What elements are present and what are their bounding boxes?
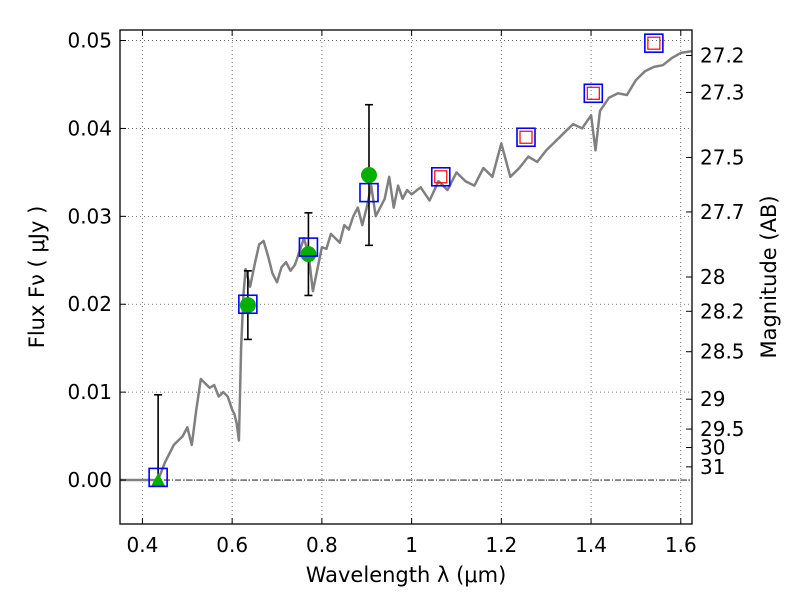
x-tick-label-6: 1.6 bbox=[665, 533, 697, 557]
observed-points-layer bbox=[151, 167, 377, 487]
y-tick-label-4: 0.04 bbox=[67, 116, 112, 140]
model-photometry-point-2 bbox=[298, 237, 319, 257]
y2-tick-label-9: 30 bbox=[700, 436, 725, 460]
x-axis-title: Wavelength λ (μm) bbox=[306, 563, 507, 587]
y2-tick-label-7: 29 bbox=[700, 387, 725, 411]
model-photometry-point-7 bbox=[644, 33, 664, 53]
observed-point-3 bbox=[360, 167, 377, 184]
y-tick-labels: 0.00 0.01 0.02 0.03 0.04 0.05 bbox=[67, 29, 112, 493]
y2-tick-label-0: 27.2 bbox=[700, 43, 745, 67]
model-photometry-point-3 bbox=[359, 182, 379, 203]
observed-point-1 bbox=[239, 297, 256, 314]
grid-lines bbox=[120, 30, 692, 524]
red-marker-point-2 bbox=[586, 86, 600, 100]
model-photometry-point-4 bbox=[430, 166, 451, 187]
error-bars-layer bbox=[154, 103, 373, 481]
model-spectrum-layer bbox=[120, 49, 693, 482]
y2-tick-label-3: 27.7 bbox=[700, 200, 745, 224]
x-tick-labels: 0.4 0.6 0.8 1 1.2 1.4 1.6 bbox=[127, 533, 697, 557]
y2-tick-label-8: 29.5 bbox=[700, 417, 745, 441]
y2-tick-label-5: 28.2 bbox=[700, 299, 745, 323]
red-marker-point-3 bbox=[647, 36, 661, 50]
tick-marks bbox=[120, 30, 692, 524]
model-spectrum-line bbox=[120, 49, 693, 482]
y-tick-label-0: 0.00 bbox=[67, 468, 112, 492]
y2-tick-label-6: 28.5 bbox=[700, 340, 745, 364]
red-marker-point-1 bbox=[519, 130, 533, 144]
model-photometry-layer bbox=[148, 33, 664, 488]
model-photometry-point-0 bbox=[148, 467, 168, 488]
observed-point-0 bbox=[151, 473, 166, 487]
y-tick-label-2: 0.02 bbox=[67, 292, 112, 316]
upper-limit-layer bbox=[434, 36, 661, 184]
model-photometry-point-6 bbox=[583, 83, 604, 104]
y2-tick-label-4: 28 bbox=[700, 265, 725, 289]
x-tick-label-1: 0.6 bbox=[216, 533, 248, 557]
y-tick-label-1: 0.01 bbox=[67, 380, 112, 404]
x-tick-label-4: 1.2 bbox=[485, 533, 517, 557]
plot-frame bbox=[119, 29, 693, 525]
y-tick-label-5: 0.05 bbox=[67, 29, 112, 53]
x-tick-label-3: 1 bbox=[405, 533, 418, 557]
model-photometry-point-1 bbox=[238, 294, 258, 315]
x-tick-label-0: 0.4 bbox=[127, 533, 159, 557]
red-marker-point-0 bbox=[434, 170, 448, 184]
y-tick-label-3: 0.03 bbox=[67, 204, 112, 228]
observed-point-2 bbox=[300, 246, 317, 263]
y2-tick-label-1: 27.3 bbox=[700, 80, 745, 104]
y2-axis-title: Magnitude (AB) bbox=[757, 195, 781, 358]
y2-tick-label-10: 31 bbox=[700, 455, 725, 479]
x-tick-label-2: 0.8 bbox=[306, 533, 338, 557]
y2-tick-label-2: 27.5 bbox=[700, 145, 745, 169]
y-axis-title: Flux Fν ( μJy ) bbox=[25, 206, 49, 349]
model-photometry-point-5 bbox=[516, 127, 536, 148]
x-tick-label-5: 1.4 bbox=[575, 533, 607, 557]
